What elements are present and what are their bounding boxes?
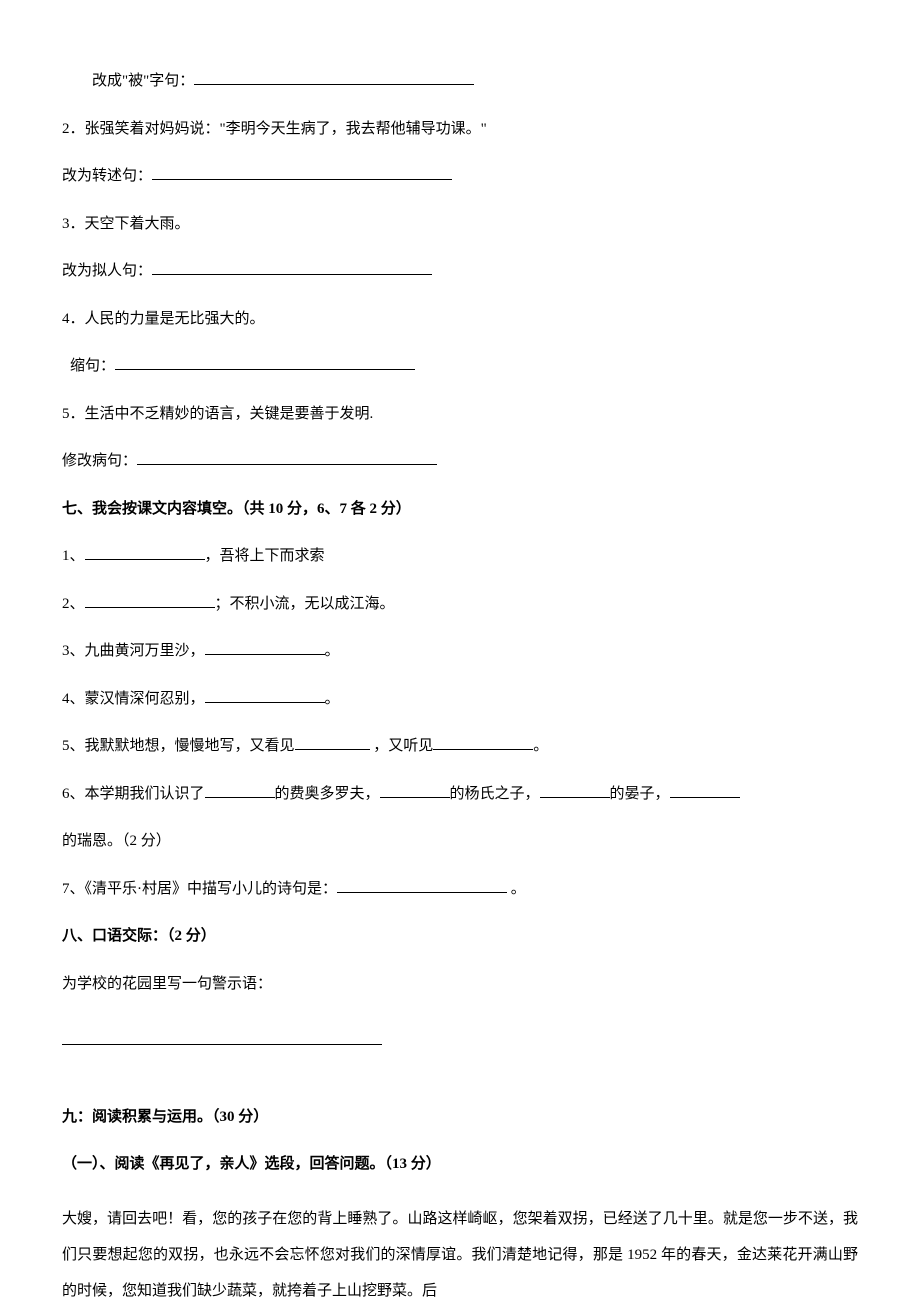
s7-3-suf: 。 [325,643,340,659]
q2-sub: 改为转述句： [62,165,858,188]
q5-sub: 修改病句： [62,450,858,473]
s7-6-p3: 的杨氏之子， [450,786,540,802]
s7-5-mid: ，又听见 [370,738,434,754]
s8-answer-line [62,1030,858,1053]
q3-text: 3．天空下着大雨。 [62,213,858,236]
s7-2-pre: 2、 [62,596,85,612]
s7-3-blank [205,641,325,655]
section9-passage: 大嫂，请回去吧！看，您的孩子在您的背上睡熟了。山路这样崎岖，您架着双拐，已经送了… [62,1201,858,1309]
s7-6-pre: 6、本学期我们认识了 [62,786,205,802]
s7-item3: 3、九曲黄河万里沙， 。 [62,640,858,663]
q1-sub: 改成"被"字句： [62,70,858,93]
s7-1-blank [85,546,205,560]
s7-2-suf: ；不积小流，无以成江海。 [215,596,395,612]
s7-6-p4: 的晏子， [610,786,670,802]
s7-item2: 2、 ；不积小流，无以成江海。 [62,593,858,616]
s7-item1: 1、 ，吾将上下而求索 [62,545,858,568]
q5-prefix: 修改病句： [62,453,137,469]
section9-subtitle: （一）、阅读《再见了，亲人》选段，回答问题。（13 分） [62,1153,858,1176]
s7-7-suf: 。 [507,881,526,897]
q4-text: 4．人民的力量是无比强大的。 [62,308,858,331]
q2-blank [152,166,452,180]
s7-7-pre: 7、《清平乐·村居》中描写小儿的诗句是： [62,881,337,897]
s7-7-blank [337,879,507,893]
s7-4-blank [205,689,325,703]
s7-item6: 6、本学期我们认识了 的费奥多罗夫， 的杨氏之子， 的晏子， [62,783,858,806]
q3-sub: 改为拟人句： [62,260,858,283]
s7-4-pre: 4、蒙汉情深何忍别， [62,691,205,707]
q5-blank [137,451,437,465]
s7-6-p2: 的费奥多罗夫， [275,786,380,802]
q3-prefix: 改为拟人句： [62,263,152,279]
s8-blank [62,1031,382,1045]
section7-title: 七、我会按课文内容填空。（共 10 分，6、7 各 2 分） [62,498,858,521]
s7-item6-line2: 的瑞恩。（2 分） [62,830,858,853]
s7-5-blank2 [433,736,533,750]
s7-6-b2 [380,784,450,798]
q3-blank [152,261,432,275]
s8-prompt: 为学校的花园里写一句警示语： [62,973,858,996]
s7-item7: 7、《清平乐·村居》中描写小儿的诗句是： 。 [62,878,858,901]
q4-blank [115,356,415,370]
s7-5-suf: 。 [533,738,548,754]
s7-2-blank [85,594,215,608]
s7-6-b4 [670,784,740,798]
q1-blank [194,71,474,85]
s7-1-suf: ，吾将上下而求索 [205,548,325,564]
section9-title: 九：阅读积累与运用。（30 分） [62,1106,858,1129]
q4-prefix: 缩句： [70,358,115,374]
s7-4-suf: 。 [325,691,340,707]
q4-sub: 缩句： [62,355,858,378]
s7-item5: 5、我默默地想，慢慢地写，又看见 ，又听见 。 [62,735,858,758]
s7-6-b3 [540,784,610,798]
q2-prefix: 改为转述句： [62,168,152,184]
s7-item4: 4、蒙汉情深何忍别， 。 [62,688,858,711]
s7-3-pre: 3、九曲黄河万里沙， [62,643,205,659]
section8-title: 八、口语交际：（2 分） [62,925,858,948]
q2-text: 2．张强笑着对妈妈说："李明今天生病了，我去帮他辅导功课。" [62,118,858,141]
s7-6-b1 [205,784,275,798]
q5-text: 5．生活中不乏精妙的语言，关键是要善于发明. [62,403,858,426]
s7-5-blank1 [295,736,370,750]
s7-1-pre: 1、 [62,548,85,564]
s7-5-pre: 5、我默默地想，慢慢地写，又看见 [62,738,295,754]
q1-prefix: 改成"被"字句： [92,73,194,89]
